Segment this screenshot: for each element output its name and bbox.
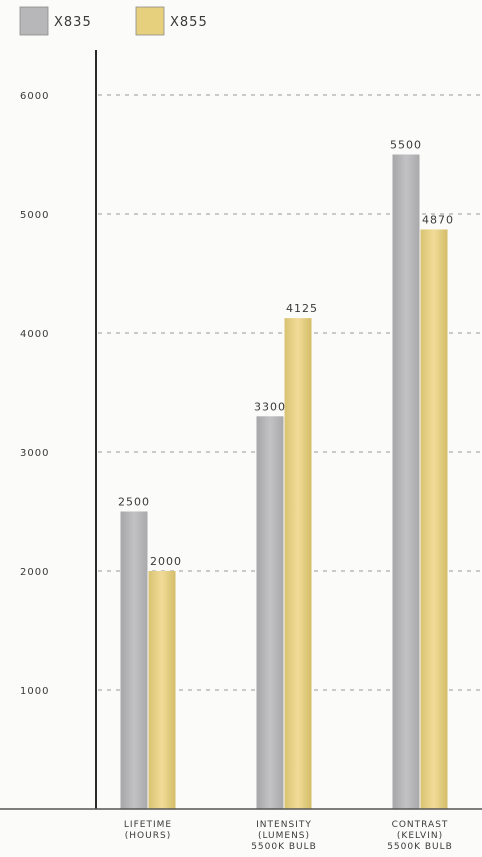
category-label-lifetime: LIFETIME (HOURS) xyxy=(124,820,172,841)
y-tick-label-2000: 2000 xyxy=(20,567,49,578)
category-label-intensity: INTENSITY (LUMENS) 5500K BULB xyxy=(251,820,317,852)
bar-x835-contrast xyxy=(392,154,420,809)
y-tick-label-1000: 1000 xyxy=(20,686,49,697)
y-tick-labels: 1000 2000 3000 4000 5000 6000 xyxy=(20,91,49,697)
y-tick-label-6000: 6000 xyxy=(20,91,49,102)
bar-x835-lifetime xyxy=(120,511,148,809)
category-label-contrast: CONTRAST (KELVIN) 5500K BULB xyxy=(387,820,453,852)
data-label-x835-intensity: 3300 xyxy=(254,400,286,413)
y-tick-label-4000: 4000 xyxy=(20,329,49,340)
y-tick-label-3000: 3000 xyxy=(20,448,49,459)
data-label-x855-intensity: 4125 xyxy=(286,302,318,315)
category-label-line: LIFETIME xyxy=(124,820,172,830)
data-label-x835-lifetime: 2500 xyxy=(118,496,150,509)
category-label-line: 5500K BULB xyxy=(251,842,317,852)
data-label-x835-contrast: 5500 xyxy=(390,139,422,152)
data-label-x855-lifetime: 2000 xyxy=(150,555,182,568)
bar-x855-contrast xyxy=(420,229,448,810)
category-label-line: INTENSITY xyxy=(256,820,312,830)
category-label-line: 5500K BULB xyxy=(387,842,453,852)
y-tick-label-5000: 5000 xyxy=(20,210,49,221)
category-label-line: (HOURS) xyxy=(125,831,171,841)
legend-label-x855: X855 xyxy=(170,15,208,30)
legend-swatch-x835 xyxy=(19,6,49,36)
legend: X835 X855 xyxy=(19,6,208,36)
data-labels: 2500 2000 3300 4125 5500 4870 xyxy=(118,139,454,569)
axes xyxy=(0,50,482,810)
data-label-x855-contrast: 4870 xyxy=(422,213,454,226)
category-label-line: (LUMENS) xyxy=(258,831,310,841)
category-labels: LIFETIME (HOURS)INTENSITY (LUMENS) 5500K BU… xyxy=(124,820,453,852)
bar-x855-lifetime xyxy=(148,571,176,809)
legend-swatch-x855 xyxy=(135,6,165,36)
bar-x855-intensity xyxy=(284,318,312,809)
legend-label-x835: X835 xyxy=(54,15,92,30)
bars xyxy=(120,154,448,810)
bar-x835-intensity xyxy=(256,416,284,809)
category-label-line: (KELVIN) xyxy=(397,831,443,841)
category-label-line: CONTRAST xyxy=(392,820,449,830)
